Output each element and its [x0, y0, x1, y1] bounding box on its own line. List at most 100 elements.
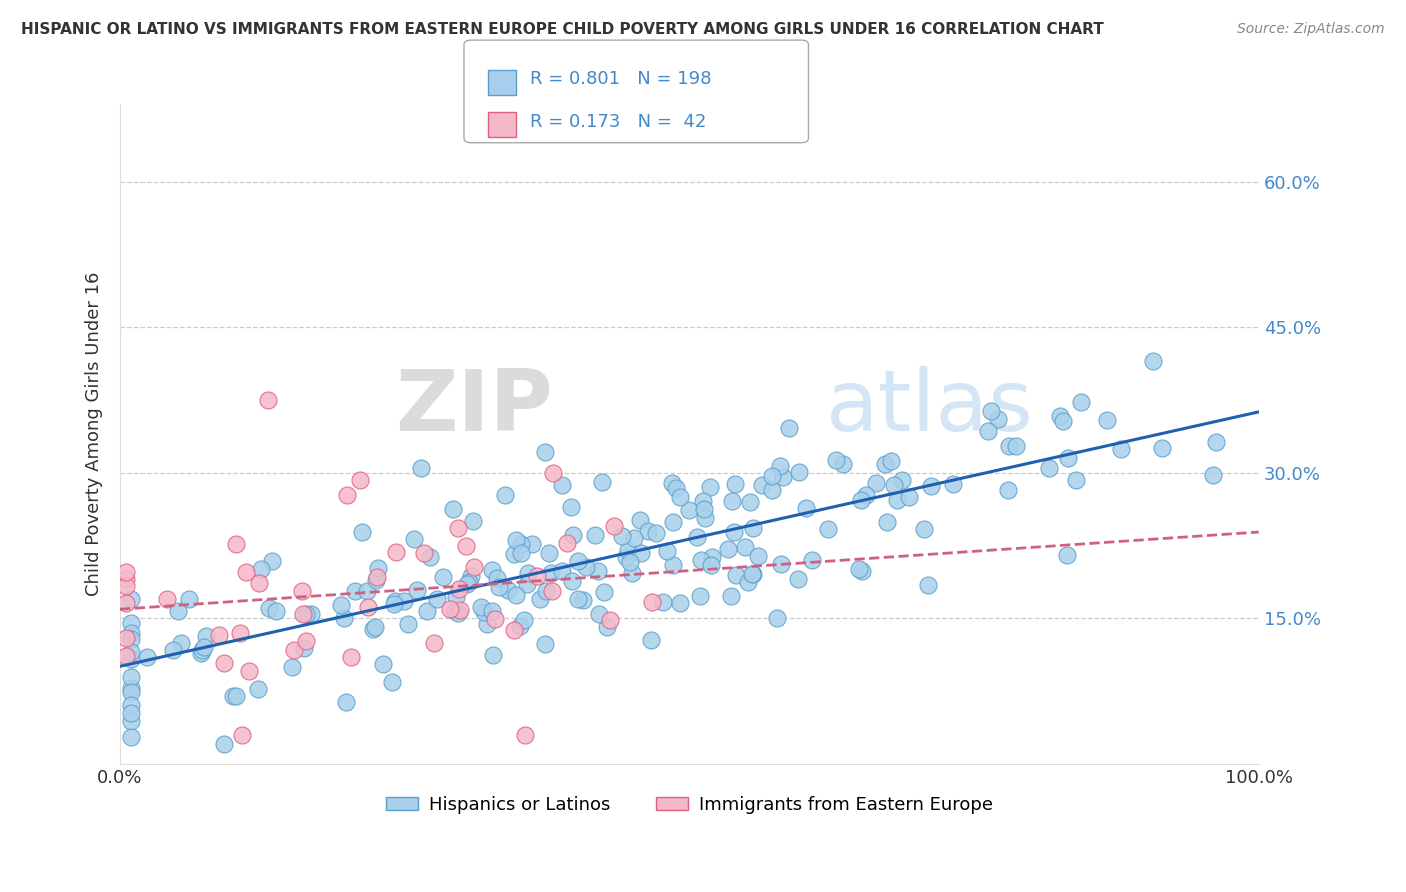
Point — [1142, 354, 1164, 368]
Point — [371, 657, 394, 671]
Point — [432, 570, 454, 584]
Point — [772, 470, 794, 484]
Point — [120, 616, 142, 631]
Point — [723, 525, 745, 540]
Point — [689, 552, 711, 566]
Point — [689, 589, 711, 603]
Point — [751, 478, 773, 492]
Point — [873, 458, 896, 472]
Point — [350, 525, 373, 540]
Point — [449, 603, 471, 617]
Point — [481, 563, 503, 577]
Point — [724, 476, 747, 491]
Point — [761, 483, 783, 498]
Point — [120, 698, 142, 712]
Point — [734, 540, 756, 554]
Point — [294, 607, 316, 622]
Point — [669, 491, 692, 505]
Point — [283, 643, 305, 657]
Point — [247, 682, 270, 697]
Point — [1095, 412, 1118, 426]
Point — [669, 596, 692, 610]
Point — [474, 605, 496, 619]
Point — [229, 626, 252, 640]
Point — [392, 594, 415, 608]
Point — [880, 454, 903, 468]
Point — [619, 555, 641, 569]
Point — [250, 561, 273, 575]
Point — [699, 480, 721, 494]
Point — [510, 537, 533, 551]
Point — [766, 610, 789, 624]
Point — [344, 583, 367, 598]
Point — [339, 650, 361, 665]
Point — [700, 549, 723, 564]
Point — [444, 604, 467, 618]
Point — [461, 514, 484, 528]
Point — [190, 646, 212, 660]
Point — [865, 475, 887, 490]
Point — [1064, 473, 1087, 487]
Point — [510, 546, 533, 560]
Point — [614, 549, 637, 564]
Point — [333, 611, 356, 625]
Point — [567, 592, 589, 607]
Point — [385, 544, 408, 558]
Point — [366, 573, 388, 587]
Point — [551, 564, 574, 578]
Point — [1205, 434, 1227, 449]
Point — [257, 392, 280, 407]
Point — [396, 617, 419, 632]
Point — [114, 579, 136, 593]
Point — [555, 536, 578, 550]
Point — [114, 649, 136, 664]
Point — [998, 439, 1021, 453]
Point — [120, 681, 142, 695]
Point — [738, 495, 761, 509]
Point — [770, 558, 793, 572]
Point — [551, 478, 574, 492]
Point — [538, 546, 561, 560]
Point — [406, 582, 429, 597]
Point — [778, 421, 800, 435]
Point — [384, 593, 406, 607]
Point — [120, 730, 142, 744]
Point — [509, 619, 531, 633]
Point — [156, 592, 179, 607]
Point — [612, 529, 634, 543]
Point — [1201, 468, 1223, 483]
Point — [917, 578, 939, 592]
Point — [534, 584, 557, 599]
Point — [662, 558, 685, 572]
Point — [787, 465, 810, 479]
Point — [419, 550, 441, 565]
Point — [404, 532, 426, 546]
Point — [120, 645, 142, 659]
Text: HISPANIC OR LATINO VS IMMIGRANTS FROM EASTERN EUROPE CHILD POVERTY AMONG GIRLS U: HISPANIC OR LATINO VS IMMIGRANTS FROM EA… — [21, 22, 1104, 37]
Point — [444, 590, 467, 604]
Point — [665, 481, 688, 495]
Point — [561, 574, 583, 589]
Point — [292, 640, 315, 655]
Point — [800, 553, 823, 567]
Point — [120, 632, 142, 646]
Legend: Hispanics or Latinos, Immigrants from Eastern Europe: Hispanics or Latinos, Immigrants from Ea… — [378, 789, 1000, 821]
Point — [460, 569, 482, 583]
Point — [458, 575, 481, 590]
Point — [335, 694, 357, 708]
Point — [591, 475, 613, 490]
Point — [120, 626, 142, 640]
Point — [225, 537, 247, 551]
Point — [588, 607, 610, 621]
Point — [1038, 460, 1060, 475]
Point — [449, 582, 471, 597]
Point — [516, 566, 538, 581]
Point — [678, 502, 700, 516]
Text: R = 0.173   N =  42: R = 0.173 N = 42 — [530, 112, 706, 130]
Point — [496, 582, 519, 597]
Point — [235, 565, 257, 579]
Point — [621, 566, 644, 580]
Point — [575, 560, 598, 574]
Point — [280, 660, 302, 674]
Point — [533, 637, 555, 651]
